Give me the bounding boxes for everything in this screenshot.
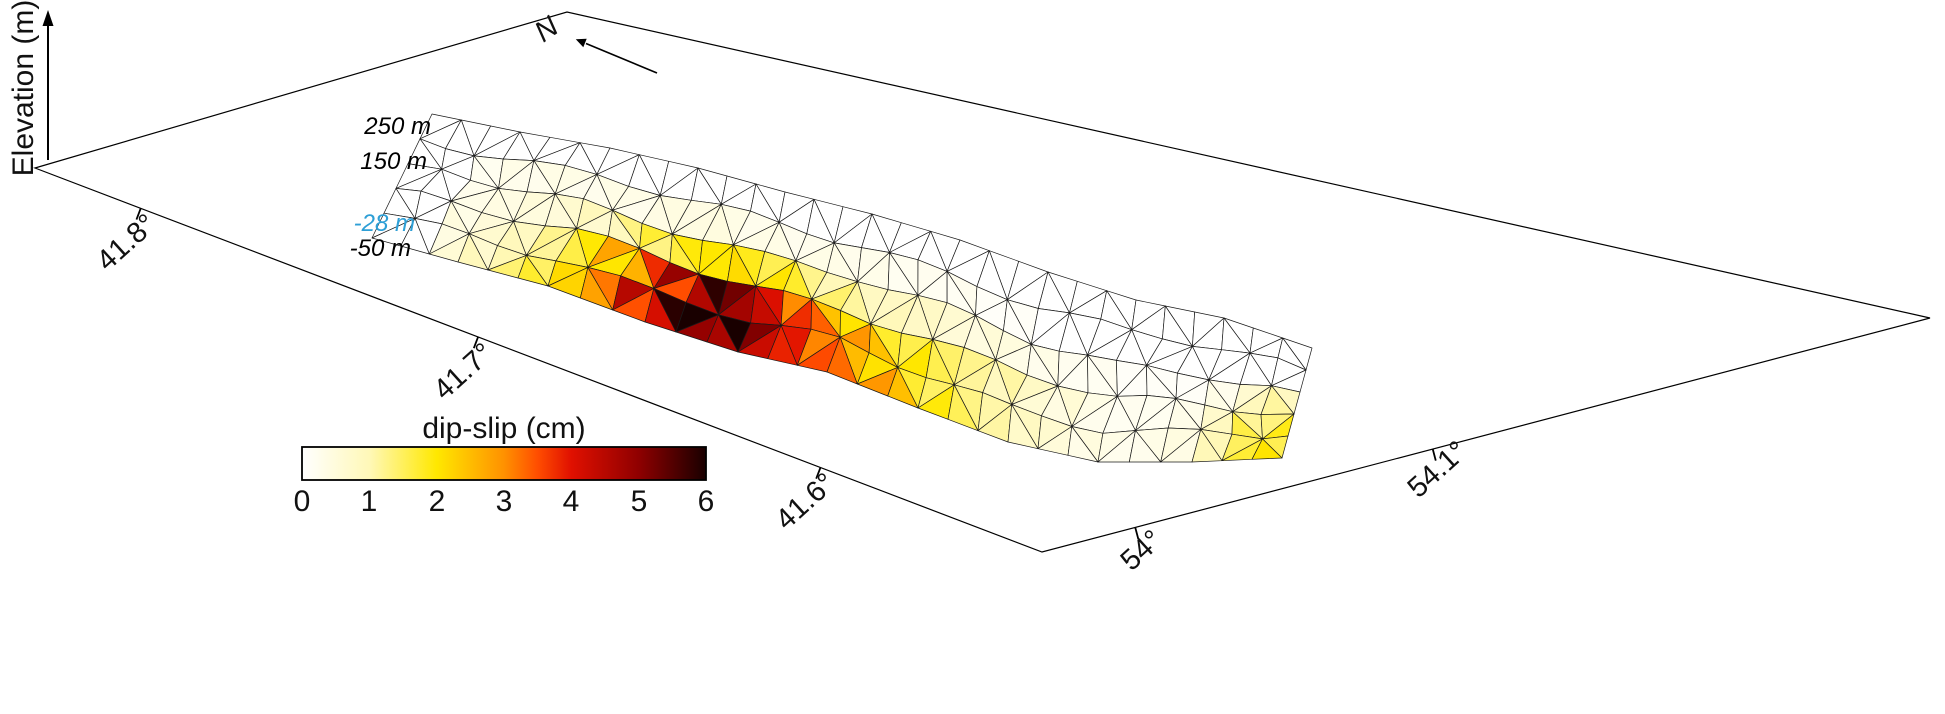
colorbar-title: dip-slip (cm) <box>422 412 586 445</box>
elevation-axis-arrow-icon <box>42 10 54 160</box>
contour-label-150m: 150 m <box>360 148 427 175</box>
fault-mesh <box>371 113 1313 463</box>
colorbar-tick-1: 1 <box>360 485 378 518</box>
colorbar-tick-5: 5 <box>630 485 648 518</box>
axis-ticks <box>135 207 1437 540</box>
colorbar-tick-6: 6 <box>697 485 715 518</box>
elevation-axis-label: Elevation (m) <box>7 0 40 177</box>
contour-label-minus50m: -50 m <box>349 235 411 262</box>
north-arrow-icon <box>575 38 658 74</box>
contour-label-250m: 250 m <box>364 113 431 140</box>
colorbar-tick-3: 3 <box>495 485 513 518</box>
contour-label-minus28m: -28 m <box>353 210 415 237</box>
colorbar-swatch <box>301 446 707 481</box>
colorbar-tick-0: 0 <box>293 485 311 518</box>
colorbar-tick-2: 2 <box>428 485 446 518</box>
colorbar-tick-4: 4 <box>562 485 580 518</box>
